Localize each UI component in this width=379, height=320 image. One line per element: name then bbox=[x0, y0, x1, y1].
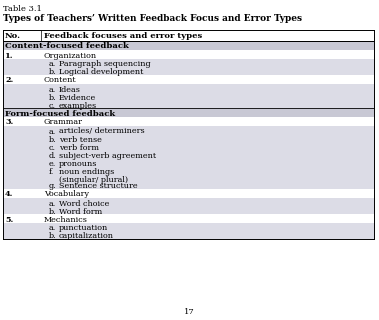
Text: d.: d. bbox=[49, 151, 56, 159]
Bar bbox=[3, 174, 374, 181]
Bar bbox=[3, 158, 374, 166]
Text: noun endings: noun endings bbox=[59, 167, 114, 175]
Bar bbox=[3, 142, 374, 150]
Text: 1.: 1. bbox=[5, 52, 14, 60]
Bar bbox=[3, 134, 374, 142]
Text: Content-focused feedback: Content-focused feedback bbox=[5, 43, 129, 51]
Bar bbox=[3, 126, 374, 134]
Text: 3.: 3. bbox=[5, 118, 13, 126]
Text: 2.: 2. bbox=[5, 76, 13, 84]
Text: Ideas: Ideas bbox=[59, 85, 81, 93]
Text: punctuation: punctuation bbox=[59, 225, 108, 233]
Bar bbox=[3, 189, 374, 198]
Bar bbox=[3, 75, 374, 84]
Bar bbox=[3, 198, 374, 206]
Text: Grammar: Grammar bbox=[44, 118, 83, 126]
Text: (singular/ plural): (singular/ plural) bbox=[59, 175, 128, 183]
Text: Word form: Word form bbox=[59, 207, 102, 215]
Bar bbox=[3, 223, 374, 231]
Bar bbox=[3, 50, 374, 59]
Text: f.: f. bbox=[49, 167, 54, 175]
Text: verb form: verb form bbox=[59, 143, 99, 151]
Text: Form-focused feedback: Form-focused feedback bbox=[5, 109, 115, 117]
Bar bbox=[3, 181, 374, 189]
Text: 17: 17 bbox=[183, 308, 194, 316]
Text: subject-verb agreement: subject-verb agreement bbox=[59, 151, 156, 159]
Text: c.: c. bbox=[49, 143, 56, 151]
Bar bbox=[3, 59, 374, 67]
Text: c.: c. bbox=[49, 101, 56, 109]
Text: Table 3.1: Table 3.1 bbox=[3, 5, 42, 13]
Text: b.: b. bbox=[49, 207, 56, 215]
Text: a.: a. bbox=[49, 225, 56, 233]
Text: a.: a. bbox=[49, 199, 56, 207]
Text: Logical development: Logical development bbox=[59, 68, 143, 76]
Bar bbox=[3, 206, 374, 214]
Text: Organization: Organization bbox=[44, 52, 97, 60]
Text: Types of Teachers’ Written Feedback Focus and Error Types: Types of Teachers’ Written Feedback Focu… bbox=[3, 14, 302, 23]
Text: g.: g. bbox=[49, 182, 56, 190]
Text: capitalization: capitalization bbox=[59, 233, 114, 241]
Bar bbox=[3, 92, 374, 100]
Text: 5.: 5. bbox=[5, 215, 13, 223]
Bar bbox=[3, 100, 374, 108]
Text: b.: b. bbox=[49, 135, 56, 143]
Text: a.: a. bbox=[49, 85, 56, 93]
Text: Evidence: Evidence bbox=[59, 93, 96, 101]
Text: b.: b. bbox=[49, 93, 56, 101]
Bar bbox=[3, 41, 374, 50]
Bar bbox=[3, 214, 374, 223]
Text: b.: b. bbox=[49, 233, 56, 241]
Bar bbox=[3, 150, 374, 158]
Text: a.: a. bbox=[49, 127, 56, 135]
Text: Feedback focuses and error types: Feedback focuses and error types bbox=[44, 32, 202, 40]
Text: Content: Content bbox=[44, 76, 77, 84]
Text: a.: a. bbox=[49, 60, 56, 68]
Text: pronouns: pronouns bbox=[59, 159, 97, 167]
Text: b.: b. bbox=[49, 68, 56, 76]
Bar bbox=[3, 108, 374, 117]
Text: Paragraph sequencing: Paragraph sequencing bbox=[59, 60, 150, 68]
Text: Vocabulary: Vocabulary bbox=[44, 190, 89, 198]
Text: articles/ determiners: articles/ determiners bbox=[59, 127, 145, 135]
Bar bbox=[3, 166, 374, 174]
Text: examples: examples bbox=[59, 101, 97, 109]
Text: No.: No. bbox=[5, 32, 21, 40]
Text: verb tense: verb tense bbox=[59, 135, 102, 143]
Bar bbox=[3, 231, 374, 239]
Text: Sentence structure: Sentence structure bbox=[59, 182, 138, 190]
Bar bbox=[3, 67, 374, 75]
Bar bbox=[3, 84, 374, 92]
Bar bbox=[3, 30, 374, 41]
Bar bbox=[3, 117, 374, 126]
Text: 4.: 4. bbox=[5, 190, 13, 198]
Text: Mechanics: Mechanics bbox=[44, 215, 88, 223]
Text: e.: e. bbox=[49, 159, 56, 167]
Text: Word choice: Word choice bbox=[59, 199, 110, 207]
